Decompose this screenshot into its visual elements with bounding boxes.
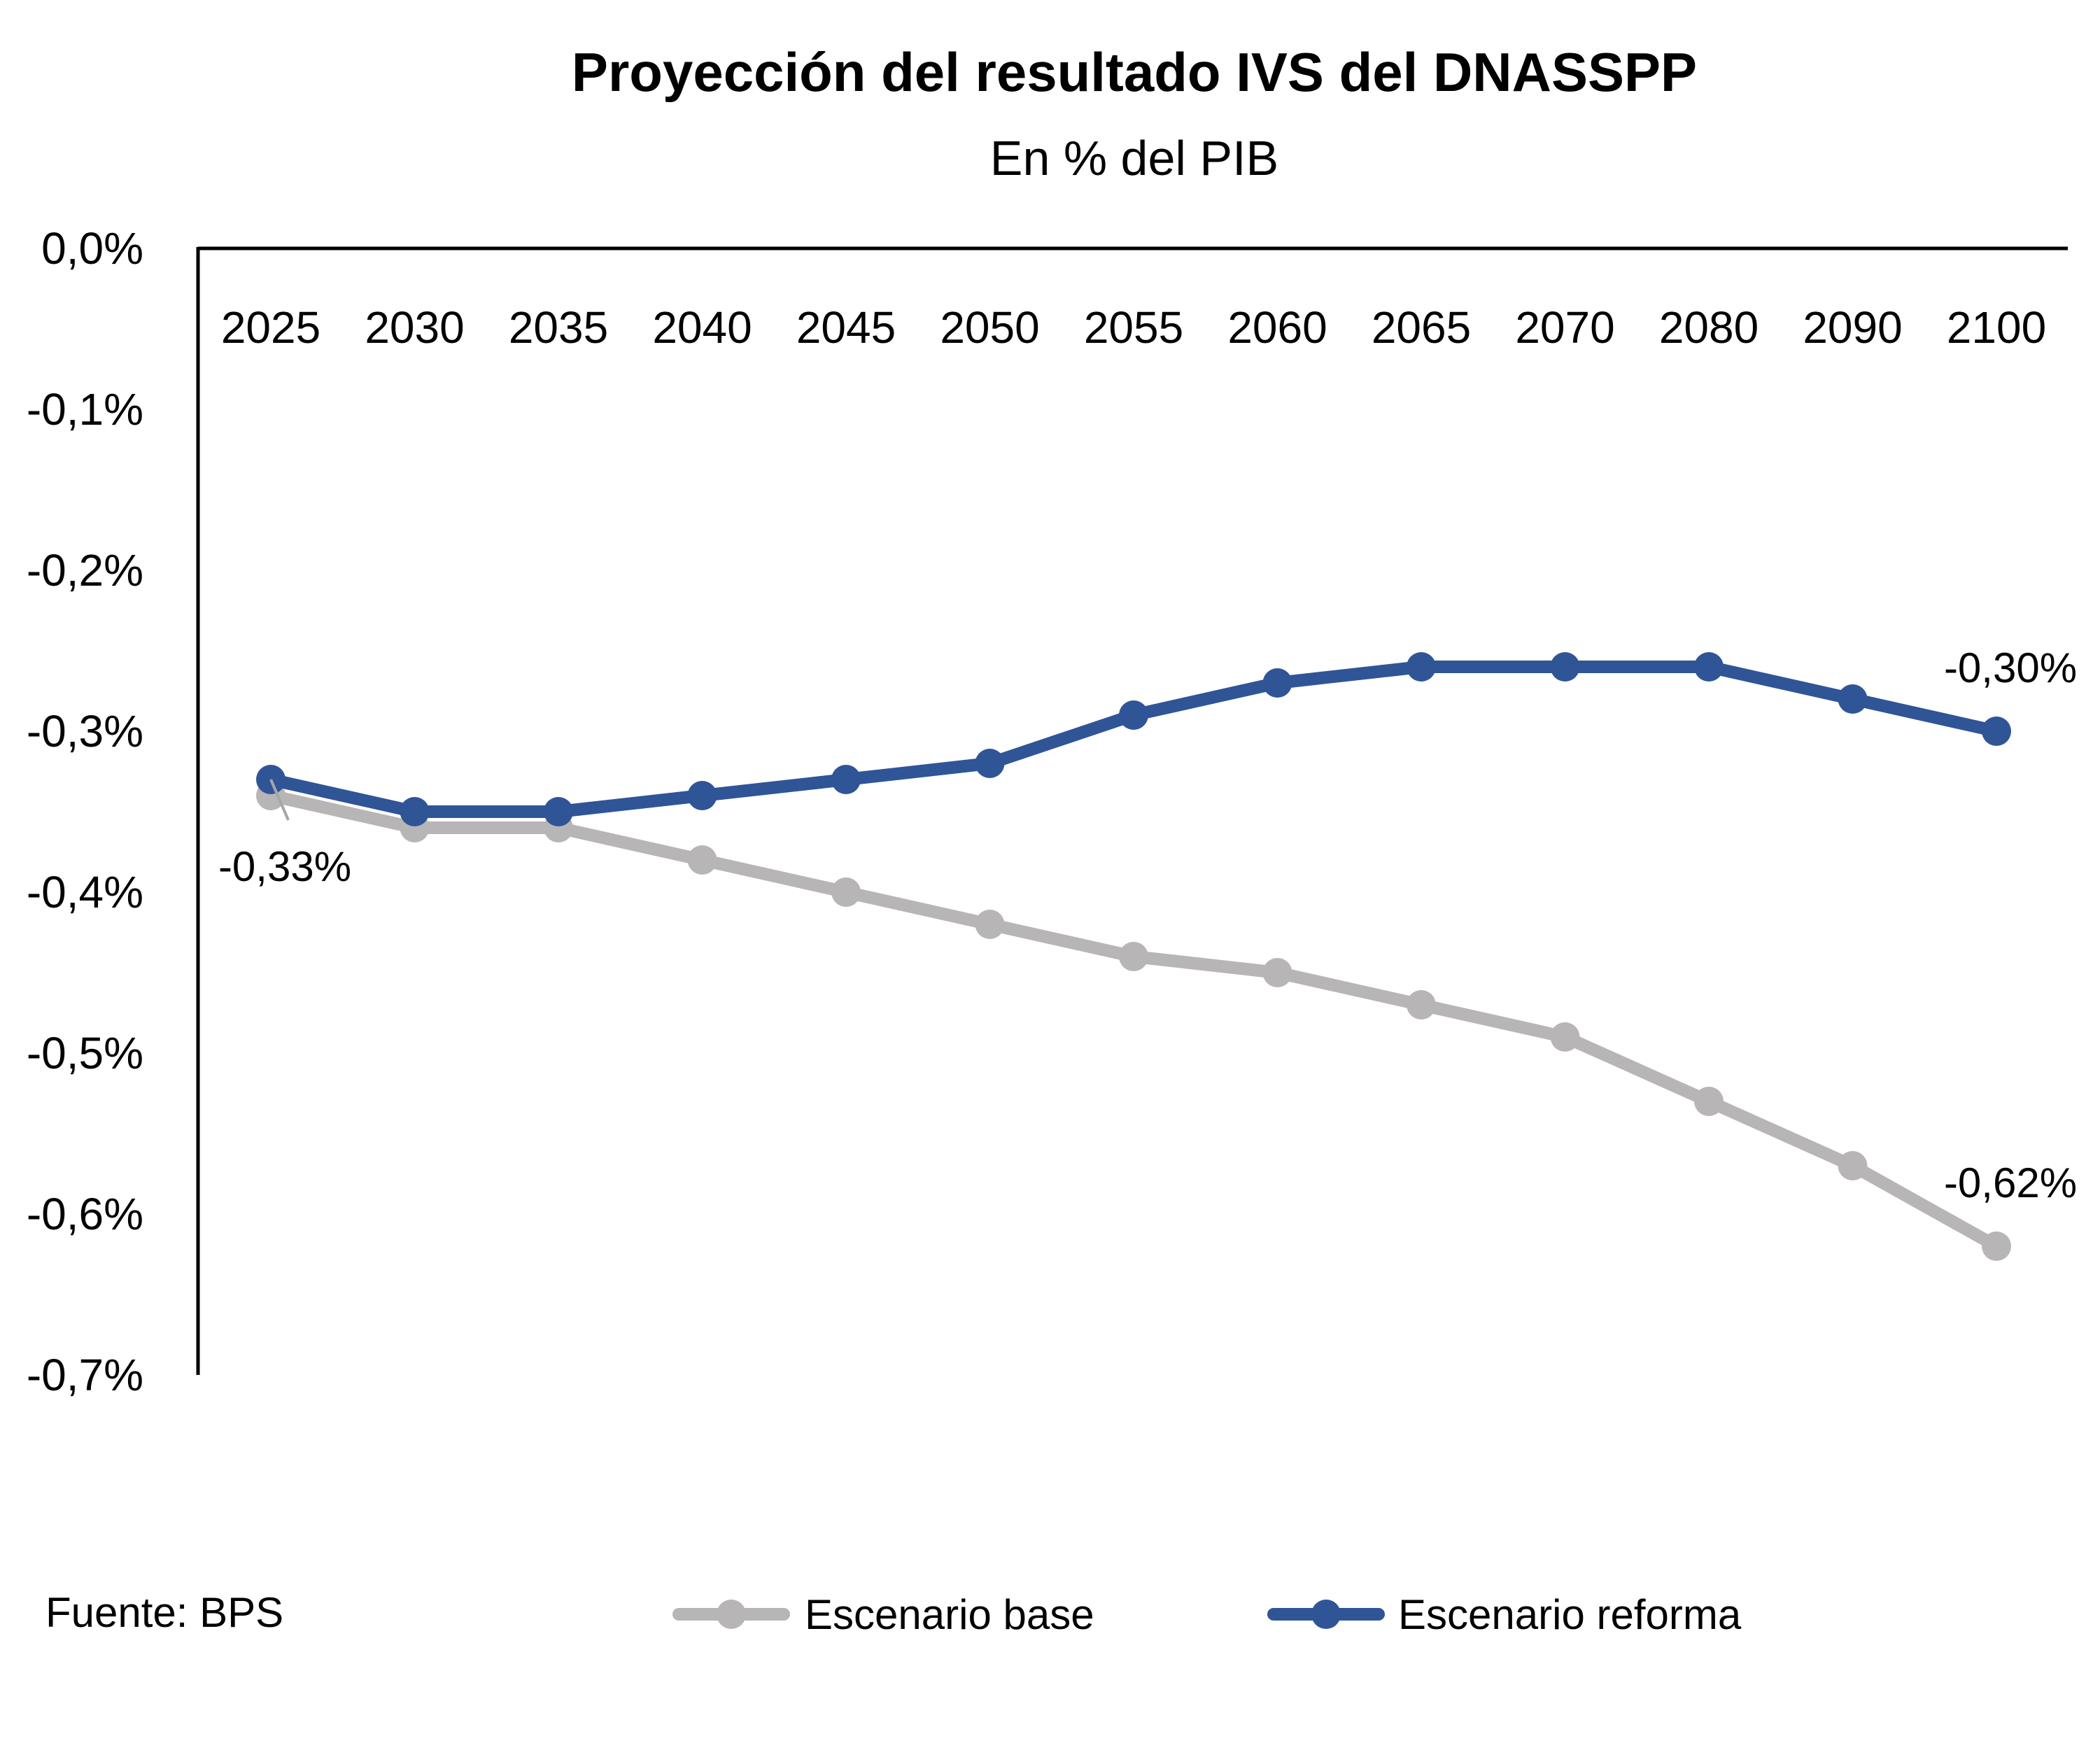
data-point xyxy=(1262,668,1292,698)
x-tick-label: 2035 xyxy=(509,302,608,353)
y-tick-label: -0,6% xyxy=(27,1189,143,1239)
series-escenario-base xyxy=(256,781,2011,1261)
legend-item: Escenario reforma xyxy=(1267,1591,1742,1638)
legend-item: Escenario base xyxy=(672,1591,1094,1638)
x-tick-labels: 2025 2030 2035 2040 2045 2050 2055 2060 2065 2070… xyxy=(221,302,2046,353)
x-tick-label: 2100 xyxy=(1947,302,2046,353)
data-point xyxy=(1982,717,2011,746)
series-line xyxy=(265,661,2003,818)
data-point xyxy=(1550,1022,1580,1052)
data-point xyxy=(1119,700,1148,730)
data-point xyxy=(544,797,573,826)
data-point xyxy=(400,797,430,826)
x-tick-label: 2025 xyxy=(221,302,320,353)
data-point xyxy=(1262,958,1292,987)
axes xyxy=(196,246,2068,1375)
x-tick-label: 2040 xyxy=(652,302,752,353)
y-tick-label: -0,7% xyxy=(27,1350,143,1400)
leader-line xyxy=(269,779,290,821)
data-point xyxy=(1119,942,1148,971)
y-tick-label: -0,2% xyxy=(27,545,143,595)
x-tick-label: 2080 xyxy=(1659,302,1759,353)
y-tick-label: -0,3% xyxy=(27,706,143,756)
chart-title: Proyección del resultado IVS del DNASSPP xyxy=(572,41,1697,103)
x-tick-label: 2055 xyxy=(1084,302,1183,353)
data-point xyxy=(1407,990,1436,1019)
series-escenario-reforma xyxy=(256,652,2011,826)
legend-label: Escenario reforma xyxy=(1398,1591,1742,1638)
data-point xyxy=(1838,1151,1868,1180)
legend-swatch-marker xyxy=(1311,1600,1341,1629)
data-label: -0,62% xyxy=(1944,1159,2077,1206)
data-point xyxy=(1550,652,1580,682)
y-tick-label: 0,0% xyxy=(41,223,143,274)
x-tick-label: 2030 xyxy=(365,302,464,353)
x-tick-label: 2070 xyxy=(1515,302,1614,353)
x-tick-label: 2050 xyxy=(940,302,1039,353)
y-tick-label: -0,1% xyxy=(27,384,143,435)
y-tick-labels: 0,0% -0,1% -0,2% -0,3% -0,4% -0,5% -0,6% -0,7% xyxy=(27,223,143,1400)
data-point xyxy=(975,749,1005,778)
x-tick-label: 2060 xyxy=(1227,302,1327,353)
y-tick-label: -0,4% xyxy=(27,867,143,917)
data-point xyxy=(1838,684,1868,714)
x-tick-label: 2065 xyxy=(1372,302,1471,353)
data-point xyxy=(975,910,1005,939)
legend-swatch-marker xyxy=(717,1600,746,1629)
x-tick-label: 2090 xyxy=(1803,302,1902,353)
source-note: Fuente: BPS xyxy=(45,1589,283,1636)
legend: Escenario base Escenario reforma xyxy=(672,1591,1742,1638)
y-tick-label: -0,5% xyxy=(27,1028,143,1078)
data-point xyxy=(1407,652,1436,682)
series-group xyxy=(256,652,2011,1261)
data-point xyxy=(1694,1087,1724,1116)
legend-label: Escenario base xyxy=(805,1591,1094,1638)
data-point xyxy=(1982,1232,2011,1261)
data-point xyxy=(687,845,717,875)
data-label: -0,33% xyxy=(218,843,351,890)
data-point xyxy=(687,781,717,810)
x-tick-label: 2045 xyxy=(796,302,896,353)
chart-subtitle: En % del PIB xyxy=(990,131,1278,185)
series-line xyxy=(265,789,2003,1252)
data-label: -0,30% xyxy=(1944,644,2077,691)
data-point xyxy=(831,765,861,794)
annotations: -0,33% -0,30% -0,62% xyxy=(218,644,2077,1206)
data-point xyxy=(1694,652,1724,682)
data-point xyxy=(831,877,861,907)
